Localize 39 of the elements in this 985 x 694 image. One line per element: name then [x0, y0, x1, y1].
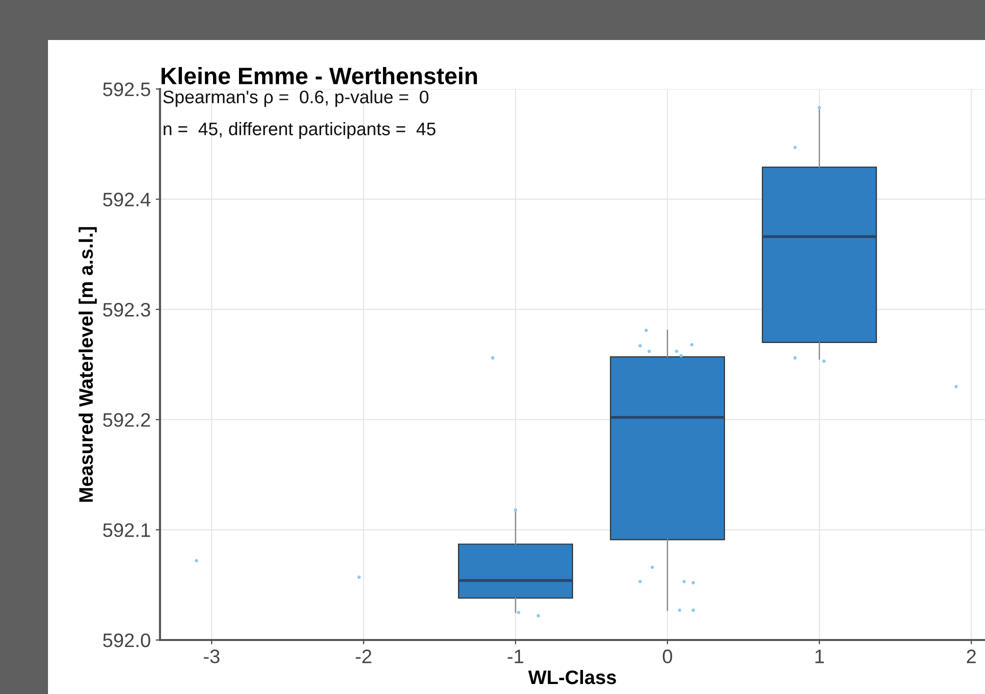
point	[638, 344, 642, 348]
annotation: Spearman's ρ = 0.6, p-value = 0	[163, 90, 428, 107]
point	[818, 106, 822, 110]
chart-title: Kleine Emme - Werthenstein	[162, 66, 477, 84]
point	[648, 350, 651, 353]
point	[692, 608, 695, 612]
point	[682, 580, 686, 584]
point	[491, 356, 494, 360]
point	[638, 580, 642, 584]
y-tick-label: 592.2	[103, 413, 150, 427]
x-tick-label: -2	[356, 650, 372, 664]
point	[822, 359, 826, 363]
point	[644, 328, 648, 332]
point	[690, 342, 694, 346]
annotation: n = 45, different participants = 45	[164, 122, 436, 139]
x-tick-label: -1	[508, 650, 524, 664]
y-tick-label: 592.4	[103, 192, 150, 206]
point	[516, 610, 520, 614]
x-axis-title: WL-Class	[528, 670, 616, 684]
y-tick-label: 592.3	[103, 302, 150, 317]
x-tick-label: 1	[815, 650, 824, 664]
x-tick-label: 2	[966, 650, 976, 664]
point	[793, 146, 797, 150]
y-tick-label: 592.0	[103, 633, 150, 648]
point	[679, 354, 683, 358]
y-axis-title: Measured Waterlevel [m a.s.l.]	[78, 227, 97, 502]
point	[674, 350, 678, 353]
point	[650, 566, 654, 569]
y-tick-label: 592.5	[103, 82, 150, 96]
point	[678, 608, 682, 612]
point	[536, 614, 540, 618]
point	[793, 356, 797, 360]
point	[954, 384, 958, 388]
x-tick-label: 0	[662, 650, 672, 664]
point	[692, 580, 695, 584]
point	[194, 558, 198, 562]
point	[357, 575, 361, 579]
x-tick-label: -3	[204, 650, 220, 664]
y-tick-label: 592.1	[103, 523, 150, 538]
